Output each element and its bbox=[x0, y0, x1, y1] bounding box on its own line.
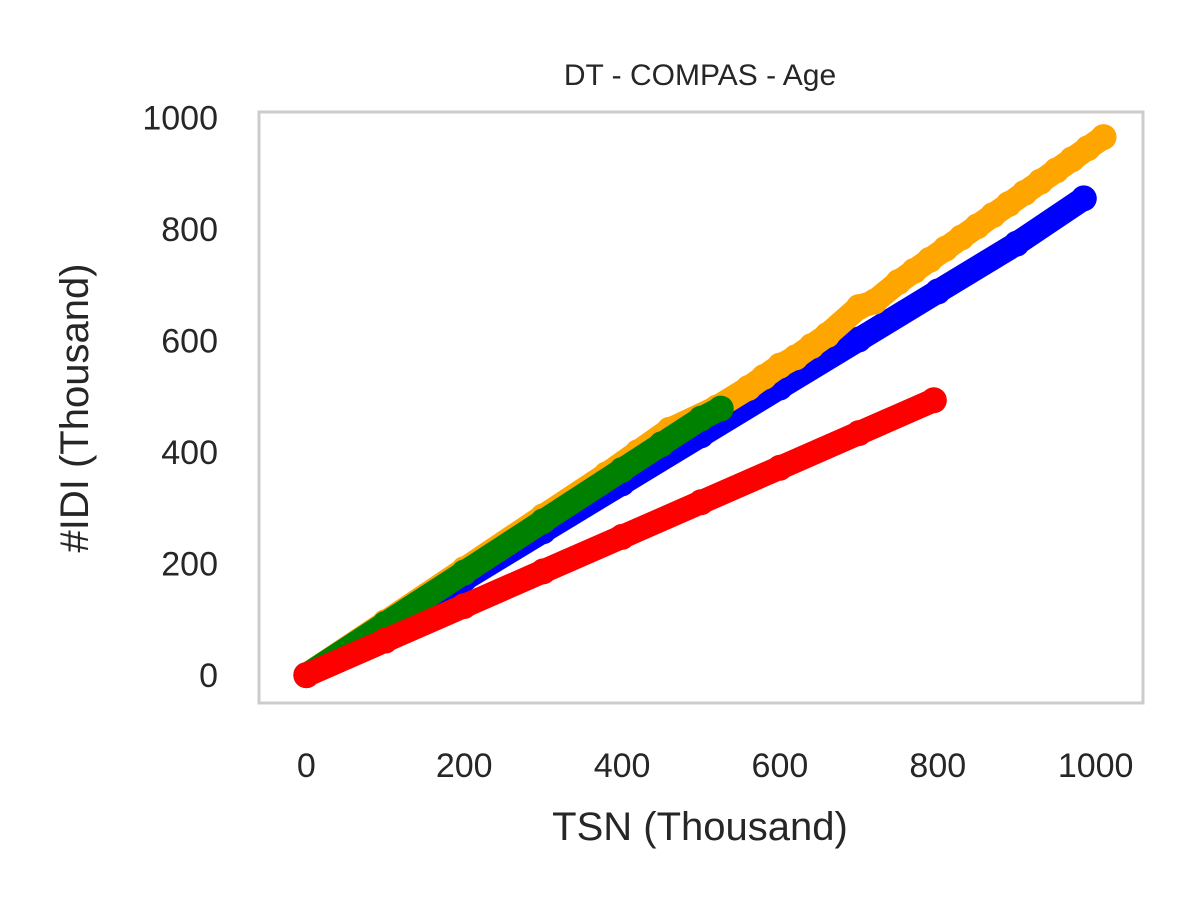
data-point bbox=[845, 420, 872, 447]
x-tick-label: 0 bbox=[297, 747, 316, 785]
x-tick-label: 800 bbox=[909, 747, 966, 785]
data-point bbox=[293, 662, 320, 689]
data-point bbox=[688, 489, 714, 516]
data-point bbox=[845, 326, 872, 353]
data-point bbox=[609, 456, 636, 483]
data-point bbox=[707, 395, 734, 422]
data-point bbox=[451, 559, 478, 586]
y-tick-label: 1000 bbox=[142, 100, 218, 138]
data-point bbox=[648, 431, 675, 458]
chart-title: DT - COMPAS - Age bbox=[564, 59, 836, 92]
series-4 bbox=[293, 387, 947, 689]
data-point bbox=[766, 454, 793, 481]
y-axis-label: #IDI (Thousand) bbox=[53, 263, 97, 552]
data-point bbox=[609, 523, 636, 550]
data-point bbox=[530, 508, 557, 535]
series-3 bbox=[293, 395, 734, 689]
x-axis-label: TSN (Thousand) bbox=[552, 805, 848, 849]
x-tick-label: 200 bbox=[436, 747, 493, 785]
data-point bbox=[814, 322, 841, 349]
data-point bbox=[924, 278, 951, 305]
data-point bbox=[451, 592, 478, 619]
x-tick-label: 1000 bbox=[1058, 747, 1134, 785]
data-point bbox=[1003, 230, 1030, 257]
data-point bbox=[372, 627, 399, 654]
data-point bbox=[530, 558, 557, 585]
x-tick-labels: 0 200 400 600 800 1000 bbox=[297, 747, 1134, 785]
data-point bbox=[920, 387, 947, 414]
data-point bbox=[1090, 124, 1117, 151]
x-tick-label: 600 bbox=[752, 747, 809, 785]
data-point bbox=[688, 405, 714, 432]
data-point bbox=[1070, 185, 1097, 212]
data-point bbox=[861, 288, 888, 315]
y-tick-label: 0 bbox=[199, 657, 218, 695]
y-tick-label: 800 bbox=[161, 211, 218, 249]
plot-series-group bbox=[293, 124, 1117, 689]
y-tick-label: 200 bbox=[161, 546, 218, 584]
y-tick-labels: 0 200 400 600 800 1000 bbox=[142, 100, 218, 696]
x-tick-label: 400 bbox=[594, 747, 651, 785]
y-tick-label: 600 bbox=[161, 323, 218, 361]
y-tick-label: 400 bbox=[161, 434, 218, 472]
